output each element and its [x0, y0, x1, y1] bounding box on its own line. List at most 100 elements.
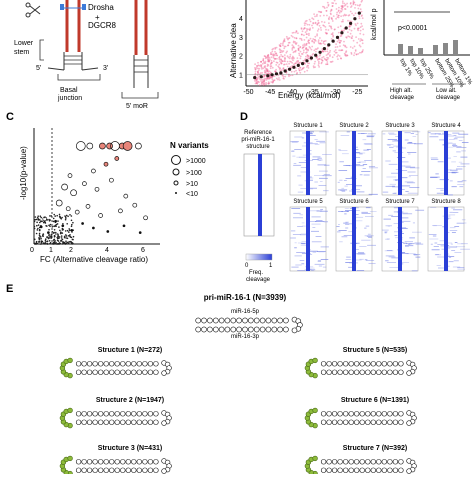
- cloud-point: [303, 59, 306, 62]
- binned-mean-point: [357, 11, 361, 15]
- reference-heatmap-band: [258, 154, 262, 236]
- dense-point: [62, 241, 65, 244]
- binned-mean-point: [322, 47, 326, 51]
- cloud-point: [286, 65, 289, 68]
- structure-label: Structure 1: [293, 123, 323, 129]
- binned-mean-point: [335, 35, 340, 40]
- heatmap-cell: [359, 174, 363, 176]
- volcano-point: [47, 231, 50, 234]
- dense-point: [45, 225, 47, 227]
- nucleotide: [348, 411, 354, 417]
- cloud-point: [316, 30, 319, 32]
- cloud-point: [329, 54, 331, 56]
- cloud-point: [273, 75, 276, 77]
- cloud-point: [306, 54, 309, 56]
- heatmap-cell: [297, 226, 303, 227]
- heatmap-cell: [453, 260, 459, 262]
- dense-point: [50, 237, 53, 239]
- heatmap-cell: [395, 169, 401, 170]
- cloud-point: [280, 58, 283, 61]
- heatmap-cell: [358, 161, 366, 163]
- cloud-point: [337, 39, 340, 41]
- nucleotide: [376, 419, 382, 425]
- nucleotide: [136, 361, 142, 367]
- heatmap-cell: [435, 173, 439, 175]
- nucleotide: [265, 317, 272, 324]
- cloud-point: [255, 78, 258, 81]
- dense-point: [54, 215, 56, 217]
- cloud-point: [322, 5, 324, 8]
- cloud-point: [301, 30, 304, 33]
- structure-label: Structure 8: [431, 199, 461, 205]
- heatmap-cell: [449, 180, 453, 182]
- cloud-point: [304, 31, 307, 34]
- cloud-point: [349, 25, 351, 28]
- cloud-point: [268, 56, 271, 59]
- cloud-point: [342, 44, 345, 47]
- heatmap-cell: [319, 131, 329, 133]
- panel-c-ylabel: -log10(p-value): [19, 146, 28, 200]
- cloud-point: [310, 48, 313, 51]
- nucleotide: [259, 317, 266, 324]
- cloud-point: [269, 77, 271, 80]
- cloud-point: [294, 42, 297, 45]
- cloud-point: [355, 24, 357, 27]
- nucleotide: [381, 467, 387, 473]
- cloud-point: [343, 2, 346, 5]
- nucleotide: [98, 459, 104, 465]
- cloud-point: [352, 3, 355, 6]
- heatmap-cell: [346, 131, 350, 133]
- heatmap-cell: [389, 267, 399, 268]
- cloud-point: [283, 47, 286, 50]
- heatmap-cell: [450, 169, 458, 171]
- cloud-point: [278, 63, 281, 66]
- heatmap-cell: [460, 166, 466, 167]
- cloud-point: [298, 69, 301, 72]
- nucleotide: [81, 467, 87, 473]
- cloud-point: [265, 56, 267, 58]
- cloud-point: [302, 46, 305, 49]
- heatmap-cell: [339, 150, 348, 151]
- cloud-point: [320, 11, 322, 14]
- dense-point: [35, 243, 38, 245]
- cloud-point: [330, 8, 333, 11]
- heatmap-cell: [368, 263, 376, 264]
- heatmap-cell: [440, 245, 447, 247]
- nucleotide: [337, 361, 343, 367]
- nucleotide: [86, 361, 93, 367]
- heatmap-cell: [451, 232, 456, 233]
- heatmap-cell: [429, 238, 439, 240]
- cloud-point: [320, 58, 323, 61]
- cloud-point: [280, 51, 282, 54]
- cloud-point: [320, 62, 323, 65]
- heatmap-cell: [387, 225, 391, 227]
- heatmap-cell: [385, 225, 392, 227]
- binned-mean-point: [344, 26, 348, 30]
- dense-point: [34, 218, 36, 221]
- cloud-point: [288, 62, 290, 65]
- cloud-point: [282, 50, 285, 52]
- heatmap-cell: [415, 209, 425, 211]
- heatmap-cell: [294, 255, 302, 257]
- heatmap-cell: [387, 144, 391, 146]
- cloud-point: [362, 28, 364, 31]
- dense-point: [36, 221, 38, 224]
- cloud-point: [271, 81, 274, 84]
- cloud-point: [300, 68, 303, 71]
- heatmap-cell: [309, 131, 314, 133]
- dense-point: [47, 237, 50, 240]
- cloud-point: [337, 16, 340, 19]
- heatmap-cell: [341, 191, 346, 192]
- heatmap-cell: [364, 235, 374, 237]
- cloud-point: [340, 15, 342, 18]
- nucleotide: [370, 411, 376, 417]
- heatmap-cell: [403, 242, 407, 244]
- heatmap-cell: [314, 181, 318, 183]
- cloud-point: [263, 71, 266, 73]
- drosha-label: Drosha: [88, 3, 114, 12]
- nucleotide: [147, 467, 154, 473]
- nucleotide: [348, 361, 354, 367]
- cloud-point: [299, 71, 302, 74]
- dense-point: [56, 233, 59, 235]
- heatmap-cell: [409, 237, 415, 239]
